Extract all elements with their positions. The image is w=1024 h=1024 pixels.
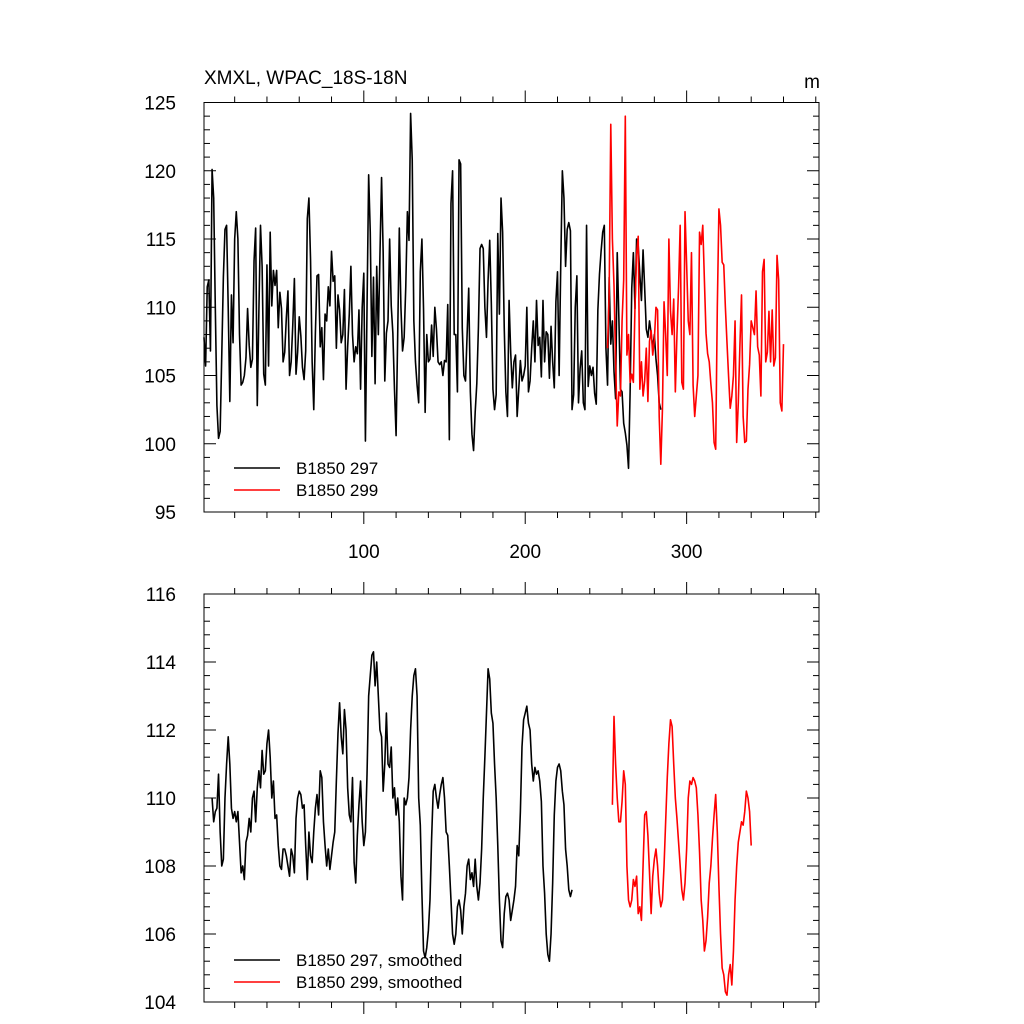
y-tick-label: 110 — [146, 789, 176, 810]
y-tick-label: 106 — [144, 925, 176, 946]
series-group — [203, 112, 785, 470]
x-tick-label: 200 — [509, 542, 541, 563]
legend: B1850 297 B1850 299 — [234, 459, 378, 500]
series-line-2 — [611, 715, 752, 997]
y-tick-label: 115 — [146, 230, 176, 251]
y-tick-labels: 104 106 108 110 112 114 116 — [144, 585, 176, 1014]
series-line-2 — [606, 115, 785, 466]
y-tick-label: 105 — [144, 367, 176, 388]
axis-ticks — [204, 90, 819, 524]
plot-frame — [203, 593, 820, 1003]
chart-title: XMXL, WPAC_18S-18N — [204, 68, 407, 89]
series-line-1 — [203, 112, 662, 470]
legend-label-1: B1850 297, smoothed — [296, 951, 462, 970]
x-tick-label: 300 — [671, 542, 703, 563]
series-group — [211, 650, 752, 997]
x-tick-labels: 100 200 300 — [348, 542, 703, 563]
y-tick-label: 100 — [144, 435, 176, 456]
axis-ticks — [204, 582, 819, 1014]
y-tick-label: 112 — [146, 721, 176, 742]
y-tick-labels: 95 100 105 110 115 120 125 — [144, 94, 176, 525]
y-tick-label: 108 — [144, 857, 176, 878]
series-line-1 — [211, 650, 573, 963]
plot-frame — [203, 102, 820, 513]
y-tick-label: 114 — [146, 653, 177, 674]
y-tick-label: 120 — [144, 162, 176, 183]
legend-label-1: B1850 297 — [296, 459, 378, 478]
legend: B1850 297, smoothed B1850 299, smoothed — [234, 951, 462, 992]
x-tick-label: 100 — [348, 542, 380, 563]
y-tick-label: 125 — [144, 94, 176, 115]
y-tick-label: 110 — [146, 298, 176, 319]
bottom-panel: 104 106 108 110 112 114 116 B1850 297, smoothe… — [144, 582, 820, 1014]
y-tick-label: 104 — [144, 993, 176, 1014]
units-label: m — [804, 72, 820, 93]
legend-label-2: B1850 299, smoothed — [296, 973, 462, 992]
legend-label-2: B1850 299 — [296, 481, 378, 500]
y-tick-label: 116 — [146, 585, 176, 606]
y-tick-label: 95 — [155, 503, 176, 524]
top-panel: XMXL, WPAC_18S-18N m 95 100 105 110 115 120 12… — [144, 68, 820, 563]
